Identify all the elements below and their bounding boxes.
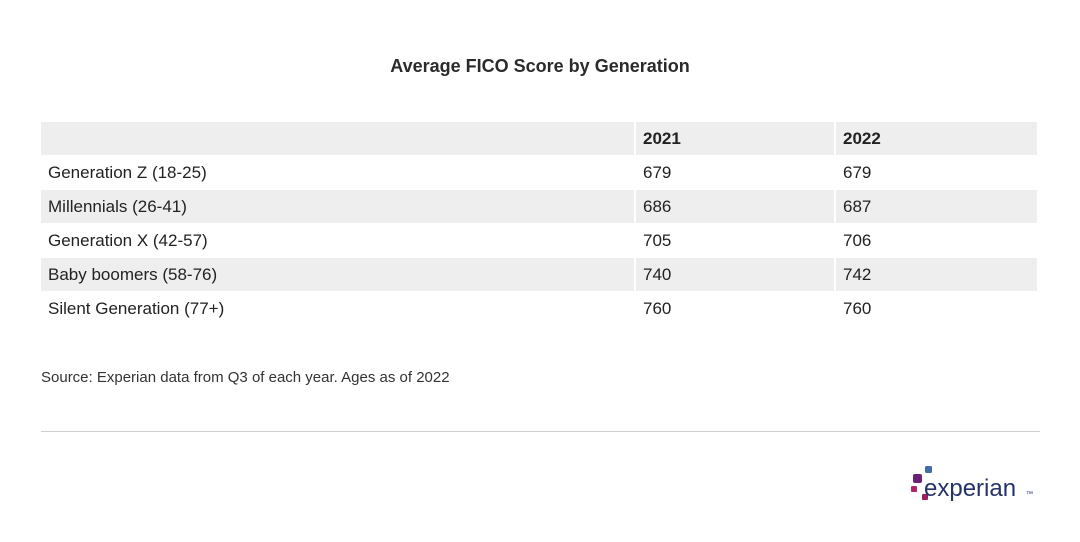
- cell-2021: 740: [634, 258, 834, 292]
- logo-square-purple: [913, 474, 922, 483]
- logo-wordmark: experian: [924, 475, 1016, 502]
- logo-square-blue: [925, 466, 932, 473]
- row-label: Generation X (42-57): [41, 224, 634, 258]
- table-row: Generation Z (18-25) 679 679: [41, 156, 1037, 190]
- cell-2022: 706: [834, 224, 1037, 258]
- cell-2022: 742: [834, 258, 1037, 292]
- row-label: Silent Generation (77+): [41, 292, 634, 325]
- table-row: Millennials (26-41) 686 687: [41, 190, 1037, 224]
- cell-2021: 679: [634, 156, 834, 190]
- row-label: Generation Z (18-25): [41, 156, 634, 190]
- header-cell-label: [41, 122, 634, 156]
- cell-2021: 705: [634, 224, 834, 258]
- table-row: Generation X (42-57) 705 706: [41, 224, 1037, 258]
- cell-2022: 760: [834, 292, 1037, 325]
- cell-2022: 679: [834, 156, 1037, 190]
- logo-square-magenta: [911, 486, 917, 492]
- row-label: Millennials (26-41): [41, 190, 634, 224]
- source-note: Source: Experian data from Q3 of each ye…: [41, 369, 450, 386]
- table-row: Baby boomers (58-76) 740 742: [41, 258, 1037, 292]
- header-cell-2022: 2022: [834, 122, 1037, 156]
- logo-trademark: ™: [1026, 491, 1033, 498]
- chart-title: Average FICO Score by Generation: [390, 56, 690, 76]
- cell-2021: 760: [634, 292, 834, 325]
- table-row: Silent Generation (77+) 760 760: [41, 292, 1037, 325]
- divider: [41, 431, 1040, 432]
- header-cell-2021: 2021: [634, 122, 834, 156]
- row-label: Baby boomers (58-76): [41, 258, 634, 292]
- table-header-row: 2021 2022: [41, 122, 1037, 156]
- logo-square-berry: [922, 494, 928, 500]
- experian-logo: experian ™: [911, 466, 1033, 502]
- fico-score-table: 2021 2022 Generation Z (18-25) 679 679 M…: [41, 122, 1037, 325]
- cell-2022: 687: [834, 190, 1037, 224]
- cell-2021: 686: [634, 190, 834, 224]
